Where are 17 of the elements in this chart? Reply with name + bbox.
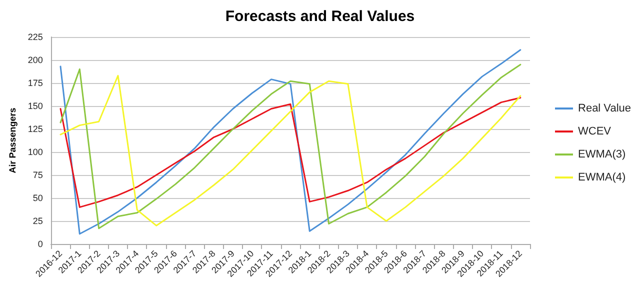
legend-label: EWMA(3) [578,148,626,160]
y-tick-label: 75 [32,170,43,180]
y-tick-label: 200 [28,55,43,65]
legend-label: WCEV [578,126,612,138]
y-tick-label: 50 [32,193,43,203]
y-axis-title: Air Passengers [8,108,18,174]
y-tick-label: 225 [28,32,43,42]
legend-label: EWMA(4) [578,172,626,184]
line-series [60,96,522,208]
y-tick-label: 175 [28,78,43,88]
y-tick-label: 100 [28,147,43,157]
legend-label: Real Value [578,102,632,114]
chart-title: Forecasts and Real Values [225,8,415,25]
y-tick-label: 0 [38,239,43,249]
y-tick-label: 125 [28,124,43,134]
y-tick-label: 150 [28,101,43,111]
y-tick-label: 25 [32,216,43,226]
